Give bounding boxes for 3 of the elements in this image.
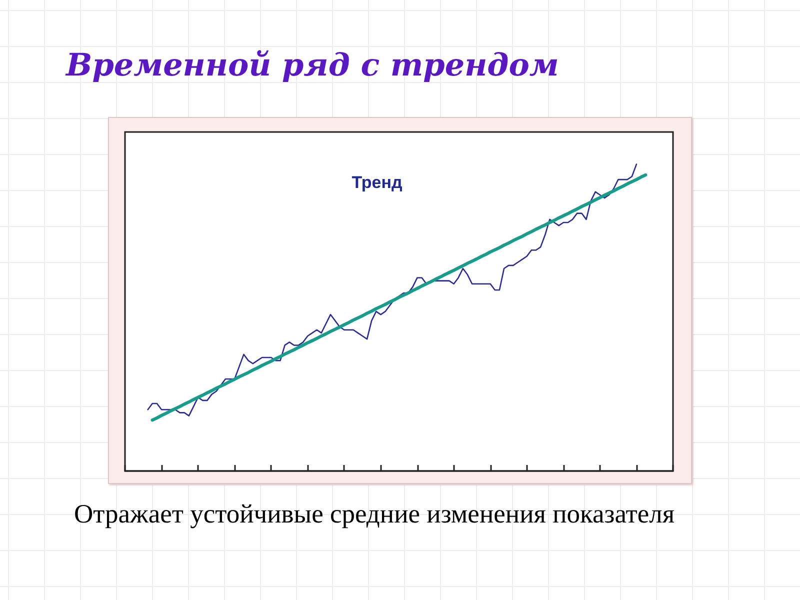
text: Отражает устойчивые средние изменения показателя (74, 498, 675, 528)
chart-title: Временной ряд с трендом (65, 48, 559, 84)
annotation: Тренд (352, 173, 403, 192)
